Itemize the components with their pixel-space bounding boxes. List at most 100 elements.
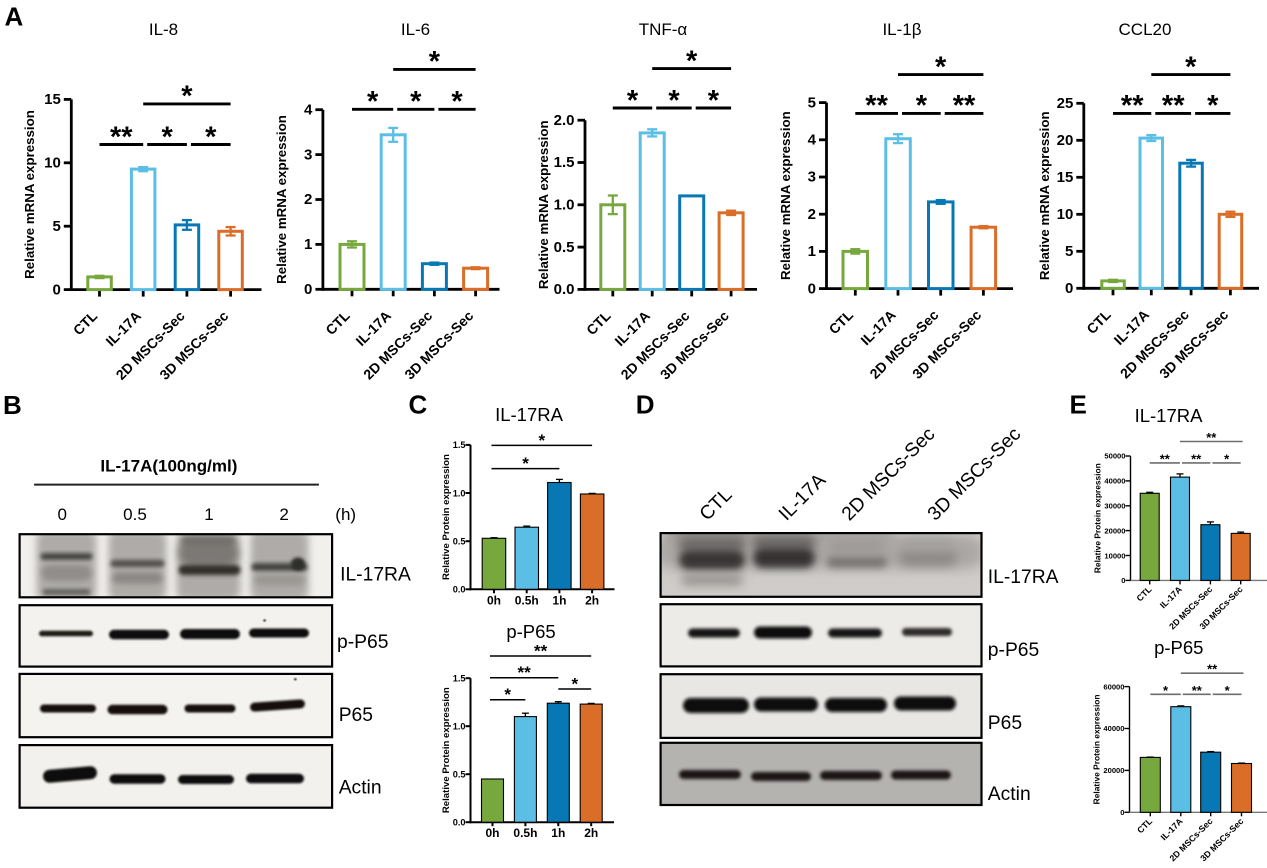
svg-text:0: 0 — [57, 505, 66, 524]
svg-text:0: 0 — [808, 280, 816, 297]
svg-text:15: 15 — [44, 91, 61, 108]
svg-text:0: 0 — [1121, 576, 1125, 585]
svg-text:C: C — [409, 390, 428, 420]
svg-text:0.5: 0.5 — [123, 505, 147, 524]
svg-text:*: * — [161, 121, 173, 153]
svg-text:0h: 0h — [485, 826, 499, 840]
svg-text:**: ** — [517, 663, 531, 682]
svg-text:A: A — [5, 2, 24, 32]
svg-text:*: * — [205, 121, 217, 153]
svg-text:0.0: 0.0 — [554, 281, 575, 298]
svg-text:**: ** — [1206, 430, 1217, 445]
svg-text:Actin: Actin — [339, 778, 382, 799]
svg-text:3: 3 — [304, 146, 312, 163]
svg-text:P65: P65 — [988, 713, 1022, 734]
svg-text:IL-1β: IL-1β — [882, 20, 921, 39]
svg-text:60000: 60000 — [1103, 682, 1124, 691]
svg-text:E: E — [1070, 390, 1087, 420]
svg-text:Relative Protein expression: Relative Protein expression — [441, 454, 452, 580]
svg-text:30000: 30000 — [1104, 502, 1125, 511]
svg-text:IL-6: IL-6 — [401, 20, 430, 39]
svg-text:50000: 50000 — [1104, 452, 1125, 461]
svg-text:CCL20: CCL20 — [1119, 20, 1172, 39]
svg-text:*: * — [708, 85, 720, 117]
svg-text:**: ** — [865, 90, 888, 122]
svg-text:B: B — [3, 390, 22, 420]
svg-text:2: 2 — [304, 191, 312, 208]
svg-text:**: ** — [110, 121, 133, 153]
svg-text:0.5h: 0.5h — [513, 826, 537, 840]
svg-text:2: 2 — [808, 206, 816, 223]
svg-text:20000: 20000 — [1104, 526, 1125, 535]
svg-text:1.0: 1.0 — [554, 197, 575, 214]
svg-text:4: 4 — [304, 101, 313, 118]
svg-text:40000: 40000 — [1104, 477, 1125, 486]
svg-text:**: ** — [1162, 90, 1185, 122]
svg-text:10: 10 — [1057, 206, 1074, 223]
svg-text:*: * — [571, 675, 578, 694]
svg-text:0.5: 0.5 — [453, 770, 466, 780]
svg-text:0.0: 0.0 — [453, 585, 466, 595]
svg-text:10000: 10000 — [1104, 551, 1125, 560]
svg-text:**: ** — [534, 642, 548, 661]
svg-text:*: * — [916, 90, 928, 122]
svg-text:IL-17RA: IL-17RA — [495, 404, 564, 425]
svg-text:**: ** — [1207, 662, 1218, 677]
svg-text:*: * — [1224, 451, 1230, 466]
svg-text:20000: 20000 — [1103, 766, 1124, 775]
svg-text:1.0: 1.0 — [453, 488, 466, 498]
svg-text:40000: 40000 — [1103, 724, 1124, 733]
svg-text:IL-17RA: IL-17RA — [1135, 405, 1204, 426]
svg-text:1.0: 1.0 — [453, 722, 466, 732]
svg-text:(h): (h) — [335, 505, 356, 524]
svg-text:1.5: 1.5 — [453, 440, 466, 450]
svg-text:0: 0 — [1065, 280, 1073, 297]
svg-text:p-P65: p-P65 — [506, 621, 555, 642]
svg-text:*: * — [429, 46, 441, 78]
svg-text:4: 4 — [808, 132, 817, 149]
svg-text:**: ** — [1121, 90, 1144, 122]
svg-text:**: ** — [953, 90, 976, 122]
svg-text:*: * — [935, 51, 947, 83]
svg-text:2: 2 — [279, 505, 288, 524]
svg-text:*: * — [451, 86, 463, 118]
svg-text:0: 0 — [304, 281, 312, 298]
svg-text:5: 5 — [52, 218, 60, 235]
svg-text:Relative mRNA expression: Relative mRNA expression — [778, 111, 793, 280]
svg-text:2h: 2h — [585, 593, 599, 607]
svg-text:Relative mRNA expression: Relative mRNA expression — [274, 115, 289, 284]
svg-text:0.5: 0.5 — [554, 239, 575, 256]
svg-text:*: * — [522, 454, 529, 473]
svg-text:1: 1 — [808, 243, 816, 260]
svg-text:TNF-α: TNF-α — [639, 20, 688, 39]
svg-text:Relative mRNA expression: Relative mRNA expression — [22, 110, 37, 279]
svg-text:**: ** — [1192, 683, 1203, 698]
svg-text:1.5: 1.5 — [453, 674, 466, 684]
svg-text:Actin: Actin — [988, 784, 1031, 805]
svg-text:25: 25 — [1057, 95, 1074, 112]
svg-text:*: * — [1225, 683, 1231, 698]
svg-text:*: * — [504, 685, 511, 704]
svg-text:*: * — [1185, 51, 1197, 83]
svg-text:2h: 2h — [584, 826, 598, 840]
svg-text:5: 5 — [1065, 243, 1073, 260]
svg-text:5: 5 — [808, 94, 816, 111]
svg-text:*: * — [367, 86, 379, 118]
svg-text:p-P65: p-P65 — [1154, 637, 1203, 658]
svg-text:IL-17RA: IL-17RA — [988, 567, 1059, 588]
svg-text:0.5: 0.5 — [453, 537, 466, 547]
svg-text:Relative mRNA expression: Relative mRNA expression — [1037, 111, 1052, 280]
svg-text:*: * — [627, 85, 639, 117]
svg-text:P65: P65 — [339, 705, 373, 726]
svg-text:1h: 1h — [551, 826, 565, 840]
svg-text:p-P65: p-P65 — [337, 632, 388, 653]
svg-text:1.5: 1.5 — [554, 154, 575, 171]
svg-text:*: * — [1163, 683, 1169, 698]
svg-text:*: * — [181, 81, 193, 113]
svg-text:*: * — [686, 45, 698, 77]
svg-text:*: * — [668, 85, 680, 117]
svg-text:IL-17RA: IL-17RA — [340, 564, 411, 585]
svg-text:Relative Protein expression: Relative Protein expression — [1093, 463, 1103, 573]
svg-text:2.0: 2.0 — [554, 112, 575, 129]
svg-text:*: * — [410, 86, 422, 118]
